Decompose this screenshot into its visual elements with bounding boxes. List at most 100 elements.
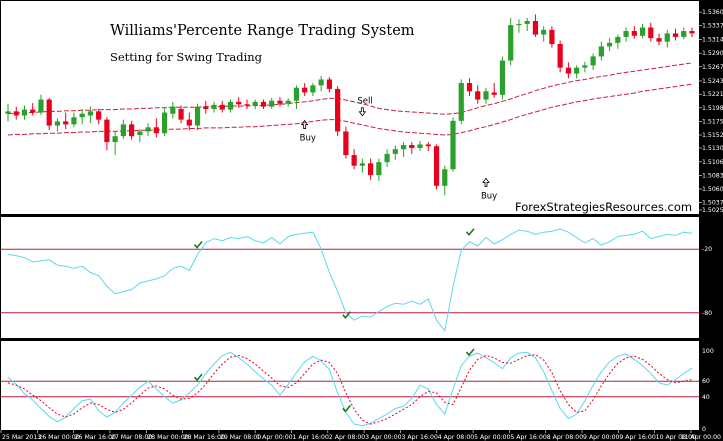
candle-body (285, 100, 291, 104)
candle-body (417, 144, 423, 148)
candle-body (442, 169, 448, 186)
candle-body (491, 92, 497, 95)
price-tick-label: 1.50375 (702, 200, 723, 207)
candle-body (359, 163, 365, 166)
candle-body (178, 109, 184, 120)
buy-arrow-icon (300, 119, 309, 129)
candle-body (54, 121, 61, 126)
candle-body (219, 104, 225, 110)
sell-arrow-icon (358, 107, 367, 117)
time-tick-label: 11 Apr 00:00 (681, 434, 721, 441)
price-tick-label: 1.51750 (702, 118, 723, 125)
price-tick-label: 1.51065 (702, 159, 723, 166)
wpr-header: %R(50) -25.1866 (3, 219, 57, 226)
checkmark-icon (193, 240, 203, 249)
candle-body (623, 31, 629, 37)
candle-body (392, 149, 398, 154)
candle-body (21, 109, 28, 116)
candle-body (376, 162, 382, 176)
candle-body (672, 33, 679, 37)
time-tick-label: 28 Mar 16:00 (184, 434, 225, 441)
checkmark-icon (193, 373, 203, 382)
candle-body (129, 124, 135, 137)
candle-body (664, 33, 670, 42)
candle-body (524, 20, 530, 24)
price-tick-label: 1.53600 (702, 9, 723, 16)
candle-body (244, 104, 250, 106)
time-tick-label: 4 Apr 08:00 (438, 434, 474, 441)
candle-body (96, 111, 102, 120)
candle-body (335, 88, 341, 132)
candle-body (458, 83, 464, 121)
stoch-level-label: 60 (702, 378, 710, 385)
candle-body (475, 91, 481, 100)
time-tick-label: 1 Apr 00:00 (256, 434, 292, 441)
time-tick-label: 8 Apr 08:00 (547, 434, 583, 441)
candle-body (194, 106, 201, 126)
stoch-panel[interactable] (1, 341, 699, 430)
candle-body (302, 87, 308, 93)
price-tick-label: 1.52210 (702, 91, 723, 98)
time-tick-label: 5 Apr 16:00 (510, 434, 546, 441)
price-tick-label: 1.52905 (702, 50, 723, 57)
candle-body (557, 44, 563, 68)
candle-body (565, 67, 571, 74)
candle-body (236, 101, 242, 105)
candle-body (112, 136, 118, 143)
candle-body (450, 120, 456, 170)
price-header: GBPUSD,H4 1.55610 1.55691 1.55609 1.5565… (3, 3, 152, 10)
candle-body (508, 25, 514, 61)
time-tick-label: 9 Apr 00:00 (583, 434, 619, 441)
time-tick-label: 26 Mar 00:00 (38, 434, 79, 441)
checkmark-icon (342, 404, 351, 413)
candle-body (269, 100, 275, 107)
wpr-panel[interactable] (1, 217, 699, 338)
candle-body (606, 42, 613, 47)
candle-body (483, 91, 489, 100)
buy-signal-label: Buy (481, 191, 497, 201)
candle-body (639, 27, 646, 36)
price-panel[interactable] (1, 1, 699, 214)
time-tick-label: 28 Mar 00:00 (147, 434, 188, 441)
chart-subtitle: Setting for Swing Trading (110, 50, 263, 64)
price-tick-label: 1.51520 (702, 132, 723, 139)
candle-body (615, 36, 621, 43)
candle-body (598, 46, 604, 57)
candle-body (368, 163, 374, 176)
price-tick-label: 1.51980 (702, 105, 723, 112)
candle-body (532, 20, 539, 35)
candle-body (631, 31, 637, 36)
candle-body (351, 155, 357, 166)
candle-body (46, 99, 52, 126)
candle-body (161, 112, 168, 134)
candle-body (211, 104, 217, 109)
candle-body (63, 121, 69, 125)
copyright: FXCM MT4, © 2001-2013, MetaQuotes Softwa… (3, 421, 173, 429)
price-tick-label: 1.50835 (702, 172, 723, 179)
candle-body (5, 111, 11, 114)
price-tick-label: 1.51300 (702, 145, 723, 152)
price-tick-label: 1.53370 (702, 23, 723, 30)
stoch-signal-line (7, 354, 693, 425)
candle-body (689, 31, 695, 34)
candle-body (409, 145, 415, 148)
watermark: ForexStrategiesResources.com (515, 200, 692, 214)
candle-body (252, 101, 258, 106)
time-tick-label: 5 Apr 00:00 (474, 434, 510, 441)
price-tick-label: 1.50605 (702, 186, 723, 193)
stoch-scale-label: 0 (702, 426, 706, 433)
stoch-plot (1, 348, 699, 427)
candle-body (656, 38, 662, 42)
time-tick-label: 10 Apr 08:00 (656, 434, 696, 441)
sell-signal-label: Sell (357, 97, 372, 107)
candle-body (186, 119, 192, 126)
candle-body (648, 27, 654, 39)
wpr-level-label: -80 (702, 310, 712, 317)
candle-body (582, 65, 588, 68)
wpr-plot (1, 228, 699, 332)
time-tick-label: 3 Apr 00:00 (365, 434, 401, 441)
candle-body (145, 127, 151, 132)
checkmark-icon (465, 348, 475, 357)
candle-body (400, 145, 407, 150)
